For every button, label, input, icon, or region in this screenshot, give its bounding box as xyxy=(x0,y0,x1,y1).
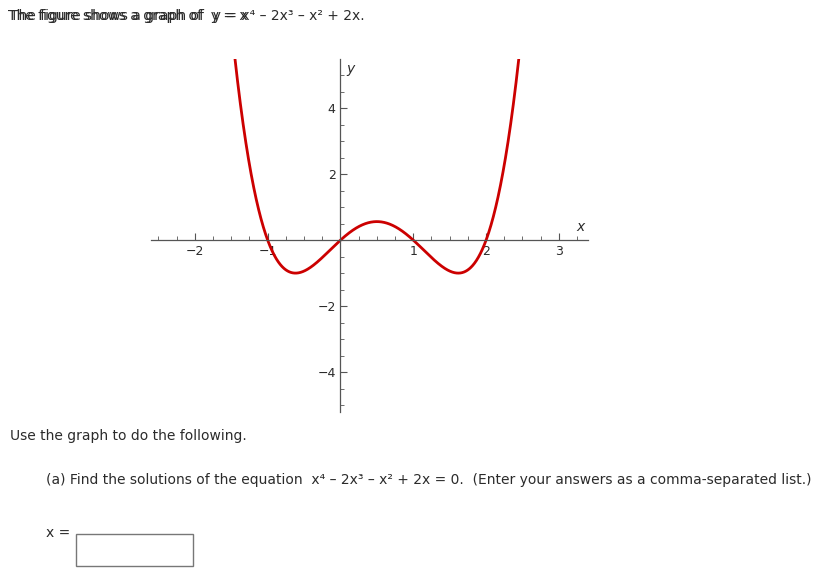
Text: x: x xyxy=(576,220,585,234)
Text: (a) Find the solutions of the equation  x⁴ – 2x³ – x² + 2x = 0.  (Enter your ans: (a) Find the solutions of the equation x… xyxy=(46,473,811,487)
Text: The figure shows a graph of  y = x: The figure shows a graph of y = x xyxy=(8,9,248,23)
Text: The figure shows a graph of  y = x⁴ – 2x³ – x² + 2x.: The figure shows a graph of y = x⁴ – 2x³… xyxy=(10,9,365,23)
Text: Use the graph to do the following.: Use the graph to do the following. xyxy=(10,429,247,443)
Text: y: y xyxy=(346,62,354,76)
Text: x =: x = xyxy=(46,526,75,540)
